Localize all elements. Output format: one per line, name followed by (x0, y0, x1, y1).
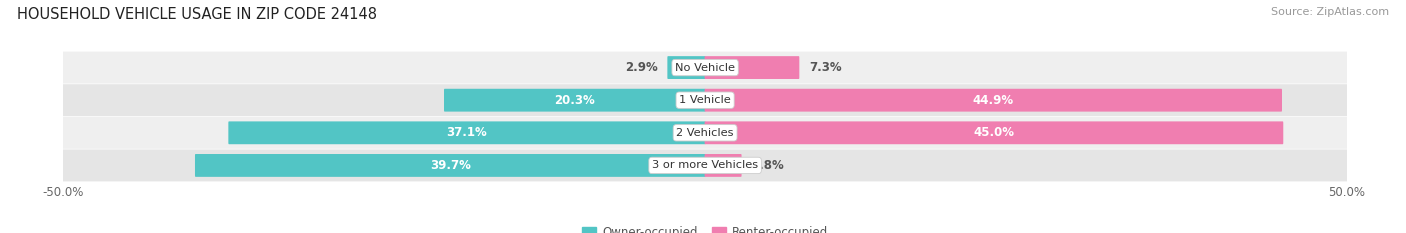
Text: 1 Vehicle: 1 Vehicle (679, 95, 731, 105)
Text: 2.8%: 2.8% (751, 159, 785, 172)
FancyBboxPatch shape (704, 154, 741, 177)
FancyBboxPatch shape (704, 56, 800, 79)
Text: 2.9%: 2.9% (624, 61, 658, 74)
Text: 44.9%: 44.9% (973, 94, 1014, 107)
Text: 2 Vehicles: 2 Vehicles (676, 128, 734, 138)
FancyBboxPatch shape (62, 149, 1348, 182)
FancyBboxPatch shape (704, 121, 1284, 144)
FancyBboxPatch shape (704, 89, 1282, 112)
FancyBboxPatch shape (62, 117, 1348, 149)
FancyBboxPatch shape (444, 89, 706, 112)
Text: 20.3%: 20.3% (554, 94, 595, 107)
FancyBboxPatch shape (228, 121, 706, 144)
FancyBboxPatch shape (62, 51, 1348, 84)
Text: 37.1%: 37.1% (447, 126, 488, 139)
Text: 45.0%: 45.0% (973, 126, 1015, 139)
Text: 39.7%: 39.7% (430, 159, 471, 172)
Text: 7.3%: 7.3% (808, 61, 842, 74)
Text: Source: ZipAtlas.com: Source: ZipAtlas.com (1271, 7, 1389, 17)
FancyBboxPatch shape (195, 154, 706, 177)
FancyBboxPatch shape (62, 84, 1348, 116)
Legend: Owner-occupied, Renter-occupied: Owner-occupied, Renter-occupied (578, 221, 832, 233)
Text: No Vehicle: No Vehicle (675, 63, 735, 72)
Text: HOUSEHOLD VEHICLE USAGE IN ZIP CODE 24148: HOUSEHOLD VEHICLE USAGE IN ZIP CODE 2414… (17, 7, 377, 22)
FancyBboxPatch shape (668, 56, 706, 79)
Text: 3 or more Vehicles: 3 or more Vehicles (652, 161, 758, 170)
